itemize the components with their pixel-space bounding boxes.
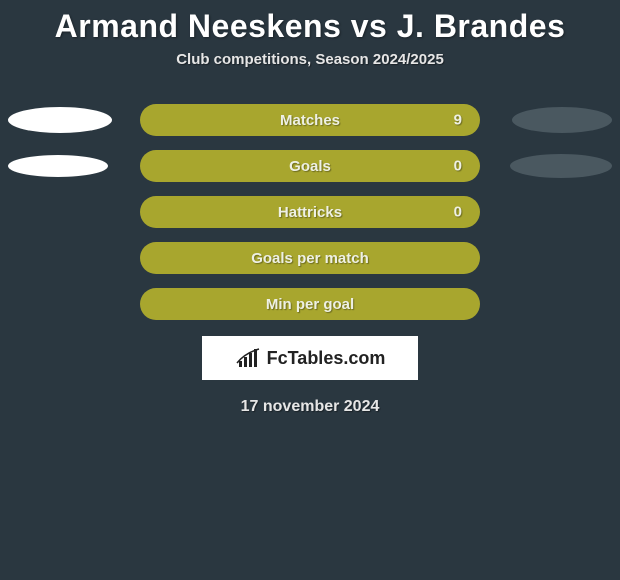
logo: FcTables.com [235, 347, 386, 369]
vs-label: vs [351, 8, 388, 44]
stat-bar: Min per goal [140, 288, 480, 320]
subtitle: Club competitions, Season 2024/2025 [0, 51, 620, 68]
stat-bar: Goals 0 [140, 150, 480, 182]
stat-bar: Matches 9 [140, 104, 480, 136]
player2-ellipse [510, 154, 612, 178]
page-title: Armand Neeskens vs J. Brandes [0, 8, 620, 45]
player1-ellipse [8, 155, 108, 177]
stat-row: Goals 0 [0, 150, 620, 182]
stat-value: 0 [454, 204, 462, 221]
logo-text: FcTables.com [267, 348, 386, 369]
stat-row: Min per goal [0, 288, 620, 320]
stat-row: Goals per match [0, 242, 620, 274]
stat-rows: Matches 9 Goals 0 Hattricks 0 Goals per match M… [0, 104, 620, 320]
stat-label: Hattricks [278, 204, 342, 221]
logo-chart-icon [235, 347, 263, 369]
player1-name: Armand Neeskens [55, 8, 342, 44]
player2-ellipse [512, 107, 612, 133]
stat-value: 0 [454, 158, 462, 175]
player1-ellipse [8, 107, 112, 133]
date-line: 17 november 2024 [0, 398, 620, 416]
stat-value: 9 [454, 112, 462, 129]
stat-label: Min per goal [266, 296, 354, 313]
stat-label: Matches [280, 112, 340, 129]
stat-label: Goals [289, 158, 331, 175]
stat-row: Matches 9 [0, 104, 620, 136]
stat-row: Hattricks 0 [0, 196, 620, 228]
stat-bar: Goals per match [140, 242, 480, 274]
comparison-card: Armand Neeskens vs J. Brandes Club compe… [0, 0, 620, 416]
stat-label: Goals per match [251, 250, 369, 267]
stat-bar: Hattricks 0 [140, 196, 480, 228]
player2-name: J. Brandes [397, 8, 566, 44]
logo-box[interactable]: FcTables.com [202, 336, 418, 380]
